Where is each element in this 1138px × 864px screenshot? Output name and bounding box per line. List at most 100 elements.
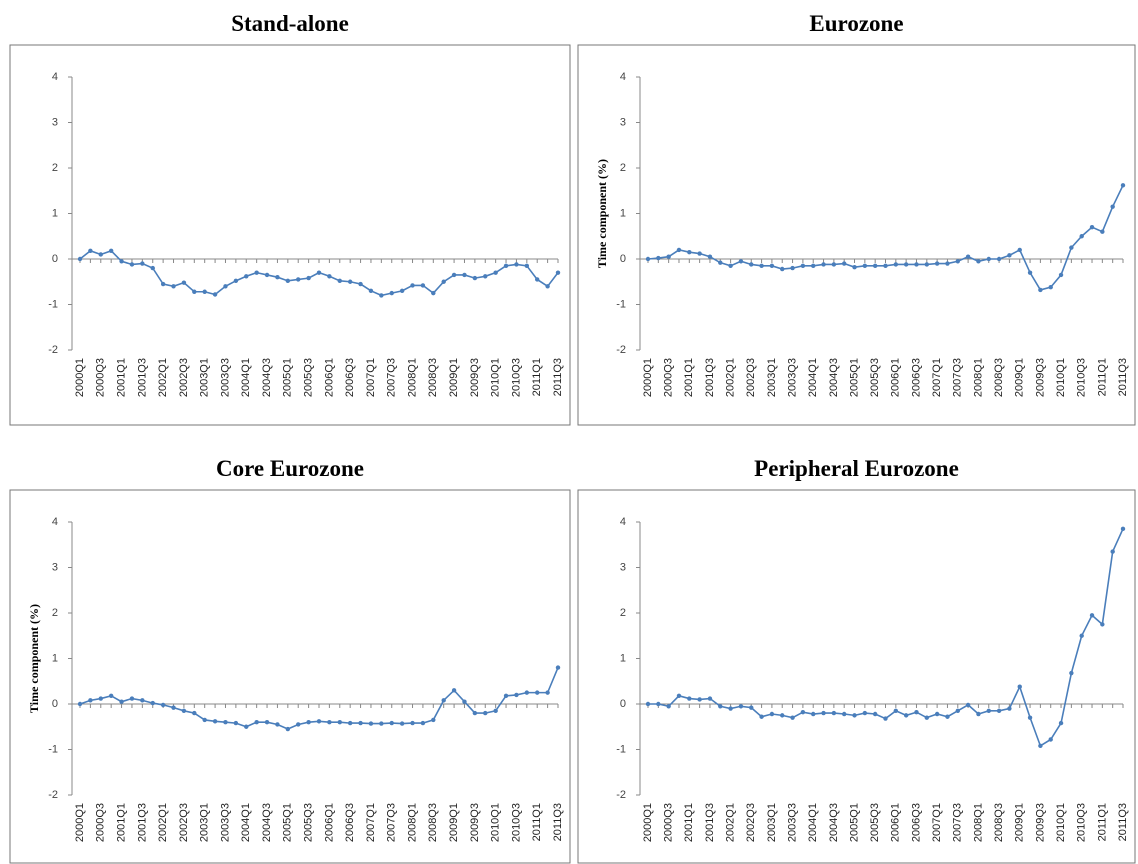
x-tick-label: 2005Q1 [848,803,860,842]
point [872,263,878,269]
x-tick-label: 2003Q1 [199,358,211,397]
point [852,713,857,718]
point [1110,204,1115,209]
x-tick-label: 2000Q3 [663,358,675,397]
point [780,713,785,718]
y-tick-label: 1 [52,652,58,664]
point [98,696,103,701]
x-tick-label: 2004Q3 [828,803,840,842]
x-tick-label: 2010Q1 [490,803,502,842]
line [648,528,1124,748]
point [483,274,488,279]
point [924,715,930,720]
point [399,721,405,726]
y-axis-label: Time component (%) [27,604,41,713]
point [676,247,682,253]
x-tick-label: 2002Q1 [725,358,737,397]
x-tick-label: 2002Q3 [178,358,190,397]
x-tick-label: 2011Q1 [531,358,543,396]
x-tick-label: 2009Q3 [1034,803,1046,842]
point [841,711,847,717]
point [883,263,888,269]
point [254,720,259,725]
x-tick-label: 2000Q1 [74,803,86,842]
point [451,272,457,278]
point [645,701,651,707]
point [493,270,498,275]
y-tick-label: 4 [52,71,58,83]
point [687,696,692,701]
panel-frame [577,489,1136,864]
y-tick-label: 1 [52,207,58,219]
point [800,263,806,269]
point [656,701,661,707]
point [728,263,733,269]
x-tick-label: 2011Q3 [552,803,564,841]
point [254,270,259,275]
point [389,720,394,726]
point [140,698,145,703]
x-tick-label: 2007Q3 [952,358,964,397]
x-tick-label: 2006Q3 [344,803,356,842]
point [181,708,187,714]
point [431,290,436,296]
point [883,716,888,721]
y-tick-label: 1 [620,207,626,219]
x-tick-label: 2007Q3 [386,358,398,397]
x-tick-label: 2000Q1 [642,358,654,397]
point [296,277,301,282]
x-tick-label: 2011Q1 [531,803,543,841]
point [676,693,682,699]
point [903,713,909,718]
x-tick-label: 2005Q3 [869,358,881,397]
x-tick-label: 2005Q3 [869,803,881,842]
point [316,270,322,275]
y-tick-label: -2 [48,789,58,801]
y-tick-label: 2 [620,162,626,174]
point [192,289,197,294]
x-tick-label: 2008Q3 [427,358,439,397]
x-tick-label: 2005Q3 [303,803,315,842]
x-tick-label: 2009Q3 [469,803,481,842]
x-tick-label: 2009Q1 [448,358,460,397]
point [976,259,981,264]
point [368,721,374,726]
x-tick-label: 2004Q1 [240,803,252,842]
x-tick-label: 2002Q3 [745,803,757,842]
x-tick-label: 2002Q1 [157,803,169,842]
point [160,702,166,708]
x-tick-label: 2001Q3 [136,358,148,397]
point [441,698,446,703]
point [358,281,363,287]
point [483,710,488,716]
point [1120,526,1126,532]
point [514,692,519,698]
point [862,710,868,716]
point [555,270,561,275]
point [955,708,960,714]
x-tick-label: 2008Q1 [972,358,984,397]
point [780,266,785,272]
x-tick-label: 2003Q3 [786,358,798,397]
point [1110,549,1115,554]
point [862,263,868,269]
point [707,254,713,259]
point [1089,613,1095,618]
point [431,717,436,723]
point [140,261,145,266]
x-tick-label: 2002Q3 [178,803,190,842]
point [1027,270,1033,275]
point [244,274,249,279]
point [738,259,744,264]
point [77,701,83,707]
point [275,275,280,280]
point [728,706,733,711]
x-tick-label: 2002Q3 [745,358,757,397]
x-tick-label: 2004Q3 [261,803,273,842]
x-tick-label: 2001Q1 [683,358,695,397]
point [718,704,723,709]
point [202,717,207,723]
point [296,722,301,727]
point [811,711,816,717]
